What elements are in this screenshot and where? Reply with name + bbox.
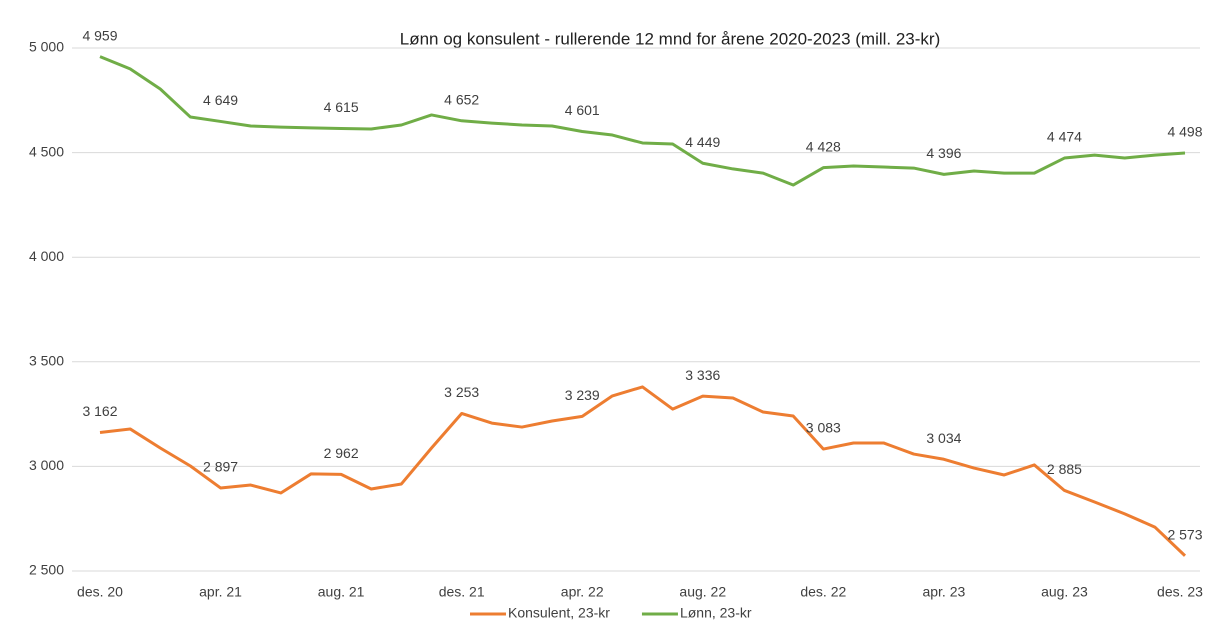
y-tick-label: 4 000 <box>29 248 64 264</box>
y-tick-label: 3 500 <box>29 353 64 369</box>
data-label: 4 652 <box>444 92 479 108</box>
x-tick-label: des. 22 <box>800 584 846 600</box>
data-label: 2 897 <box>203 459 238 475</box>
data-label: 3 083 <box>806 420 841 436</box>
data-label: 3 162 <box>82 403 117 419</box>
y-tick-label: 4 500 <box>29 143 64 159</box>
chart-title: Lønn og konsulent - rullerende 12 mnd fo… <box>400 29 941 48</box>
data-label: 2 573 <box>1167 526 1202 542</box>
x-tick-label: aug. 21 <box>318 584 365 600</box>
series-line <box>99 385 1187 557</box>
data-label: 2 962 <box>324 445 359 461</box>
x-tick-label: des. 20 <box>77 584 123 600</box>
data-label: 3 034 <box>926 430 961 446</box>
series-line <box>99 55 1186 187</box>
data-label: 4 396 <box>926 145 961 161</box>
data-label: 4 649 <box>203 92 238 108</box>
x-tick-label: aug. 22 <box>679 584 726 600</box>
x-tick-label: apr. 23 <box>922 584 965 600</box>
legend-label: Konsulent, 23-kr <box>508 605 610 621</box>
data-label: 4 428 <box>806 138 841 154</box>
y-tick-label: 2 500 <box>29 562 64 578</box>
data-label: 3 239 <box>565 387 600 403</box>
legend-label: Lønn, 23-kr <box>680 605 752 621</box>
data-label: 4 474 <box>1047 129 1082 145</box>
data-label: 4 601 <box>565 102 600 118</box>
data-label: 2 885 <box>1047 461 1082 477</box>
data-label: 4 615 <box>324 99 359 115</box>
x-tick-label: des. 21 <box>439 584 485 600</box>
data-label: 4 498 <box>1167 124 1202 140</box>
x-tick-label: apr. 21 <box>199 584 242 600</box>
data-label: 3 336 <box>685 367 720 383</box>
y-tick-label: 5 000 <box>29 39 64 55</box>
y-tick-label: 3 000 <box>29 457 64 473</box>
data-label: 4 959 <box>82 27 117 43</box>
data-label: 4 449 <box>685 134 720 150</box>
x-tick-label: apr. 22 <box>561 584 604 600</box>
x-tick-label: des. 23 <box>1157 584 1203 600</box>
data-label: 3 253 <box>444 384 479 400</box>
x-tick-label: aug. 23 <box>1041 584 1088 600</box>
